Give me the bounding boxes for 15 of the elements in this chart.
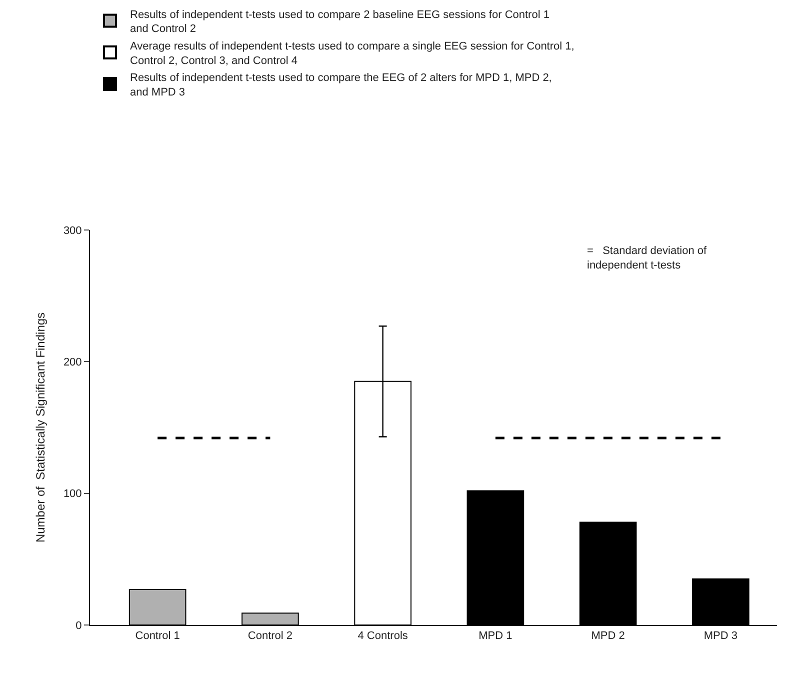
y-tick-label: 100 [63, 488, 82, 500]
annotation: = Standard deviation of independent t-tests [587, 245, 708, 272]
legend-label: Results of independent t-tests used to compare 2 baseline EEG sessions for Control 1 and Control 2 [130, 8, 550, 36]
x-tick-label: MPD 3 [704, 630, 738, 642]
x-tick-label: Control 1 [135, 630, 180, 642]
x-tick-label: Control 2 [248, 630, 293, 642]
y-axis-title: Number of Statistically Significant Findings [34, 312, 48, 543]
y-tick-label: 300 [63, 224, 82, 237]
y-tick-label: 200 [63, 356, 82, 369]
x-tick-label: 4 Controls [358, 630, 408, 642]
x-tick-label: MPD 2 [591, 630, 625, 642]
y-tick-label: 0 [76, 620, 82, 632]
legend-label: Average results of independent t-tests used to compare a single EEG session for Control 1, Control 2, Control 3, and Control 4 [130, 40, 574, 67]
x-tick-label: MPD 1 [478, 630, 512, 642]
legend-label: Results of independent t-tests used to compare the EEG of 2 alters for MPD 1, MPD 2, and MPD 3 [130, 72, 552, 98]
